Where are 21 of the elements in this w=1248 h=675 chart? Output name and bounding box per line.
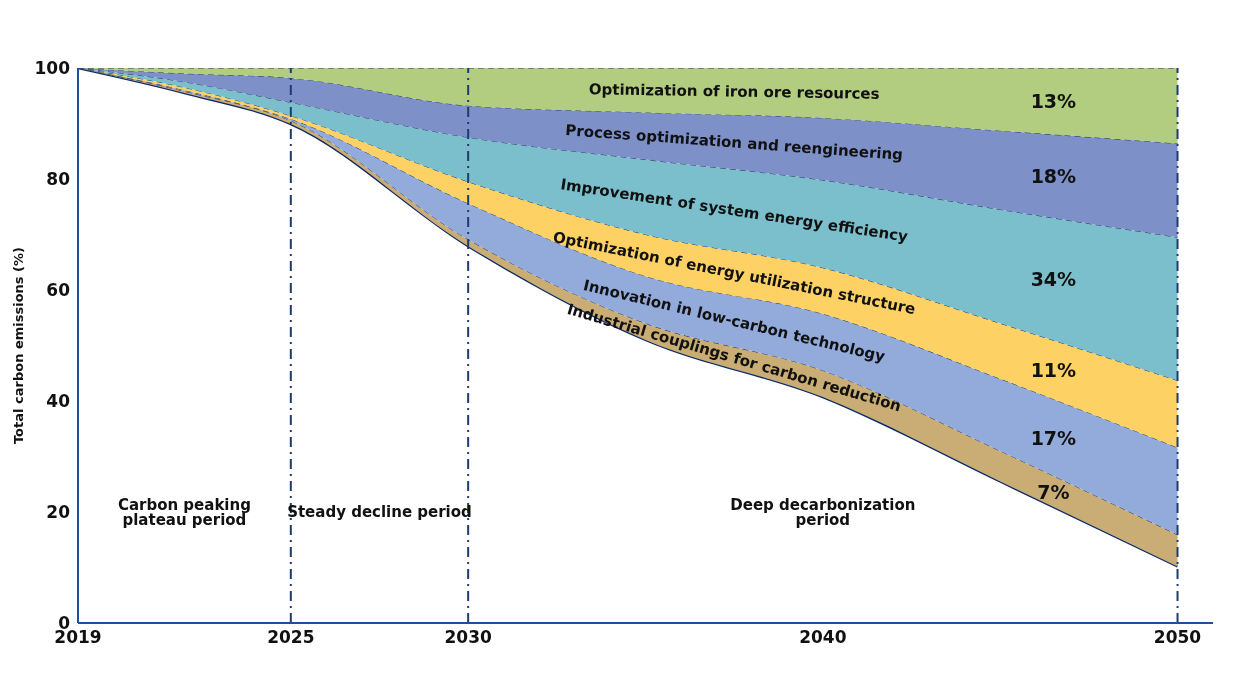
annotation: 18% (1030, 165, 1077, 188)
annotation: 11% (1030, 358, 1077, 381)
annotation: 34% (1030, 268, 1077, 291)
annotation: 13% (1030, 90, 1077, 113)
y-tick-label: 100 (34, 58, 71, 79)
series-label: Optimization of iron ore resources (588, 80, 880, 103)
y-axis-title: Total carbon emissions (%) (10, 246, 26, 445)
annotation: Steady decline period (287, 503, 472, 522)
y-tick-label: 60 (46, 280, 71, 301)
annotation: 17% (1030, 426, 1077, 449)
annotation: 7% (1037, 480, 1070, 503)
x-tick-label: 2050 (1153, 627, 1202, 648)
series-label: Process optimization and reengineering (564, 121, 904, 164)
annotation: Deep decarbonization period (730, 495, 916, 529)
y-tick-label: 40 (46, 391, 71, 412)
y-tick-label: 80 (46, 169, 71, 190)
x-tick-label: 2030 (444, 627, 492, 648)
x-tick-label: 2040 (799, 627, 847, 648)
annotation: Carbon peaking plateau period (117, 495, 251, 529)
x-tick-label: 2025 (267, 627, 315, 648)
y-tick-label: 20 (46, 502, 71, 523)
